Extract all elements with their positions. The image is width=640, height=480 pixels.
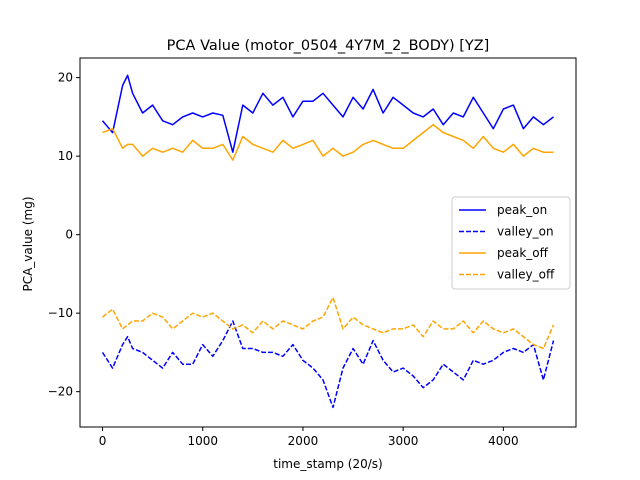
- x-axis-label: time_stamp (20/s): [273, 457, 382, 471]
- legend-box: [451, 196, 571, 290]
- y-tick-label: 10: [58, 149, 73, 163]
- x-tick-label: 3000: [388, 434, 419, 448]
- plot-frame: [79, 57, 577, 428]
- y-axis: −20 −10 0 10 20: [48, 71, 80, 399]
- series-layer: [101, 74, 555, 409]
- legend-label: peak_on: [497, 203, 547, 217]
- series-line-valley-off: [102, 296, 555, 350]
- legend-label: valley_on: [497, 225, 554, 239]
- series-line-peak-off: [102, 123, 554, 161]
- legend-label: valley_off: [497, 268, 555, 282]
- legend: peak_on valley_on peak_off valley_off: [451, 196, 571, 290]
- x-tick-label: 1000: [187, 434, 218, 448]
- series-line-peak-on: [101, 74, 554, 153]
- series-line-valley-on: [101, 320, 555, 409]
- x-tick-label: 2000: [288, 434, 319, 448]
- chart-title: PCA Value (motor_0504_4Y7M_2_BODY) [YZ]: [167, 38, 490, 54]
- x-axis: 0 1000 2000 3000 4000: [99, 427, 519, 448]
- y-tick-label: 0: [65, 228, 73, 242]
- y-axis-label: PCA_value (mg): [21, 196, 35, 291]
- y-tick-label: −10: [48, 306, 73, 320]
- y-tick-label: −20: [48, 385, 73, 399]
- x-tick-label: 0: [99, 434, 107, 448]
- x-tick-label: 4000: [488, 434, 519, 448]
- y-tick-label: 20: [58, 71, 73, 85]
- legend-label: peak_off: [497, 246, 549, 260]
